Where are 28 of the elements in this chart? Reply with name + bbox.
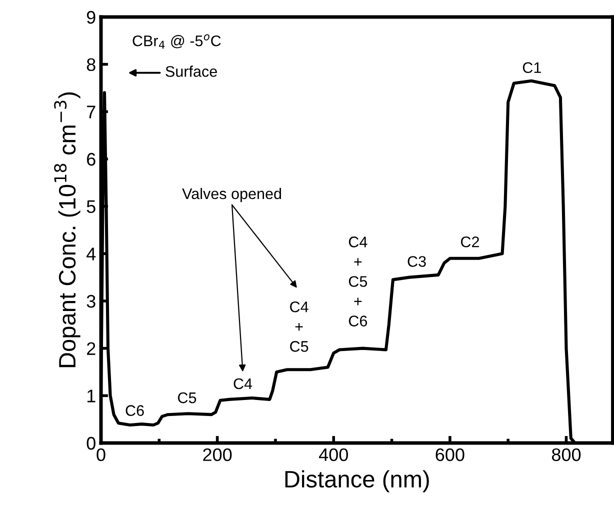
annotation: C4 <box>234 378 252 390</box>
annotation: Surface <box>166 66 217 77</box>
annotation: C4 + C5 <box>290 301 308 352</box>
y-tick-label: 9 <box>86 10 96 24</box>
y-tick-label: 7 <box>87 106 96 118</box>
y-tick-label: 3 <box>86 294 96 308</box>
annotation: Valves opened <box>182 188 282 202</box>
y-tick-label: 1 <box>87 390 96 402</box>
y-tick-label: 4 <box>86 248 96 260</box>
annotation: C2 <box>461 236 479 248</box>
annotation: C4 + C5 + C6 <box>348 236 368 326</box>
y-axis-title: Dopant Conc. (10$^{18}$ cm$^{−3}$) <box>54 92 80 368</box>
annotation: CBr$_{4}$ @ -5$^{o}$C <box>132 34 221 49</box>
x-tick-label: 200 <box>203 448 232 462</box>
x-axis-title: Distance (nm) <box>285 470 429 492</box>
annotation: C3 <box>408 256 426 267</box>
annotation: C6 <box>126 405 144 416</box>
x-tick-label: 600 <box>436 448 464 462</box>
y-tick-label: 2 <box>87 342 96 355</box>
y-tick-label: 5 <box>86 200 96 214</box>
x-tick-label: 0 <box>96 448 106 462</box>
annotation: C5 <box>178 392 196 404</box>
annotation: C1 <box>522 62 541 74</box>
y-tick-label: 0 <box>86 436 96 450</box>
y-tick-label: 8 <box>86 58 96 72</box>
x-tick-label: 400 <box>318 448 348 462</box>
y-tick-label: 6 <box>87 152 96 166</box>
x-tick-label: 800 <box>552 448 581 462</box>
